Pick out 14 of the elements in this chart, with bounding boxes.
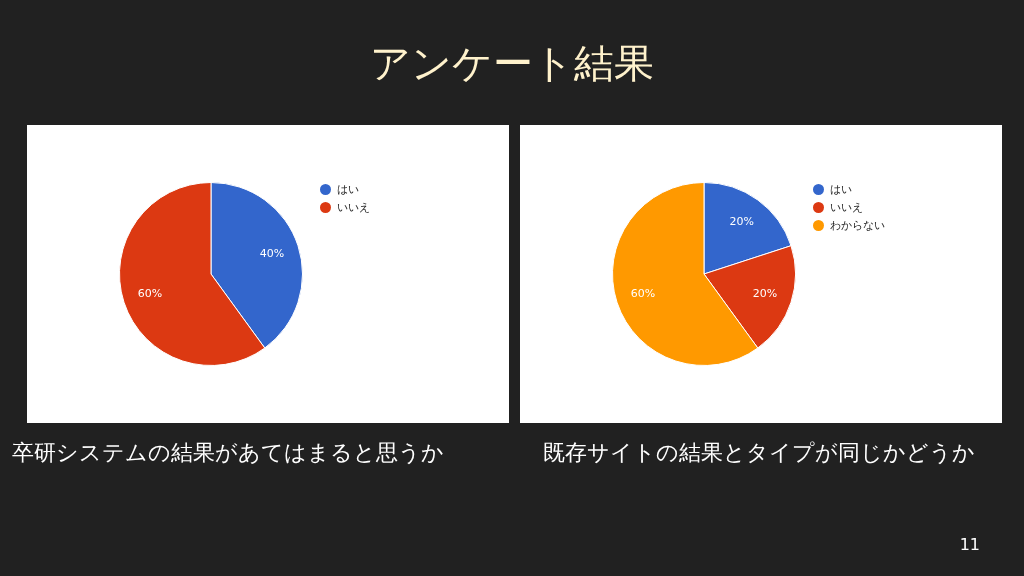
text: アンケート結果 xyxy=(369,39,655,88)
legend-label: いいえ xyxy=(337,199,370,215)
legend-label: はい xyxy=(337,181,359,197)
legend-label: いいえ xyxy=(830,199,863,215)
text: 卒研システムの結果があてはまると思うか xyxy=(12,439,444,467)
data-label: 20% xyxy=(729,215,754,229)
data-label: 60% xyxy=(137,286,163,300)
data-label: 40% xyxy=(259,247,285,261)
text: 既存サイトの結果とタイプが同じかどうか xyxy=(543,439,975,467)
data-label: 60% xyxy=(630,286,656,300)
legend-label: はい xyxy=(830,181,852,197)
data-label: 20% xyxy=(752,286,778,300)
text: 11 xyxy=(959,535,980,554)
legend-label: わからない xyxy=(830,217,885,233)
